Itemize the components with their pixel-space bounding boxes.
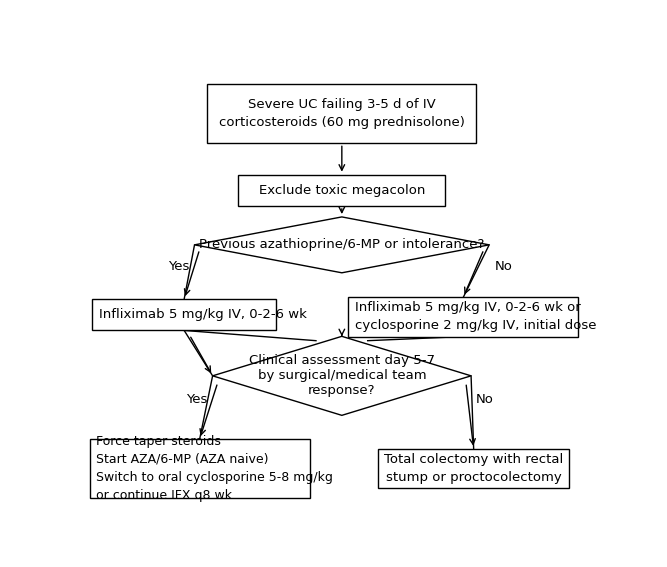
Text: No: No [494, 260, 512, 273]
Bar [239, 175, 446, 206]
Text: Previous azathioprine/6-MP or intolerance?: Previous azathioprine/6-MP or intoleranc… [199, 238, 484, 251]
Bar [378, 448, 570, 488]
Text: No: No [476, 393, 494, 407]
Polygon shape [213, 336, 471, 416]
Text: Force taper steroids
Start AZA/6-MP (AZA naive)
Switch to oral cyclosporine 5-8 : Force taper steroids Start AZA/6-MP (AZA… [96, 435, 333, 502]
Text: Yes: Yes [186, 393, 207, 407]
Text: Exclude toxic megacolon: Exclude toxic megacolon [259, 184, 425, 197]
Text: Severe UC failing 3-5 d of IV
corticosteroids (60 mg prednisolone): Severe UC failing 3-5 d of IV corticoste… [219, 99, 465, 129]
Bar [207, 84, 476, 143]
Bar [93, 299, 276, 331]
Bar [348, 297, 578, 337]
Text: Infliximab 5 mg/kg IV, 0-2-6 wk: Infliximab 5 mg/kg IV, 0-2-6 wk [99, 308, 307, 321]
Bar [90, 439, 309, 498]
Polygon shape [195, 217, 489, 273]
Text: Clinical assessment day 5-7
by surgical/medical team
response?: Clinical assessment day 5-7 by surgical/… [249, 354, 435, 397]
Text: Yes: Yes [168, 260, 189, 273]
Text: Total colectomy with rectal
stump or proctocolectomy: Total colectomy with rectal stump or pro… [384, 453, 563, 484]
Text: Infliximab 5 mg/kg IV, 0-2-6 wk or
cyclosporine 2 mg/kg IV, initial dose: Infliximab 5 mg/kg IV, 0-2-6 wk or cyclo… [354, 302, 596, 332]
